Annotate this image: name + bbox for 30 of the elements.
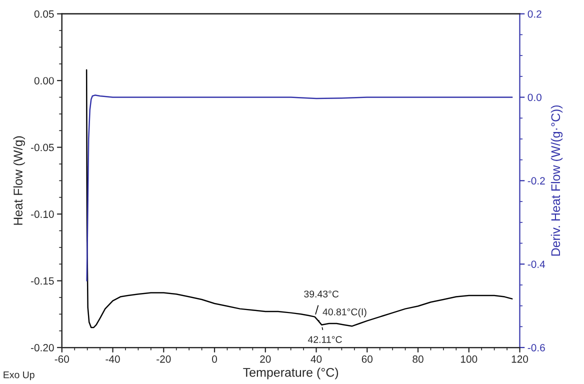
annotation: 39.43°C	[304, 290, 339, 298]
x-tick-label: 60	[362, 355, 373, 363]
y2-tick-label: -0.6	[528, 344, 545, 352]
x-tick-label: -60	[54, 355, 70, 363]
x-tick-label: 120	[512, 355, 528, 363]
y2-axis-title: Deriv. Heat Flow (W/(g·°C))	[550, 105, 563, 256]
x-tick-label: 20	[260, 355, 271, 363]
annotation: 42.11°C	[308, 336, 342, 343]
y2-tick-label: -0.4	[528, 260, 546, 268]
x-tick-label: 0	[212, 355, 218, 363]
annotation: 40.81°C(I)	[322, 308, 366, 318]
y2-tick-label: 0.0	[528, 94, 542, 102]
y-tick-label: 0.05	[34, 10, 54, 18]
y-tick-label: -0.05	[30, 144, 54, 152]
x-tick-label: 80	[412, 355, 424, 363]
y-tick-label: -0.20	[30, 344, 54, 352]
x-axis-title: Temperature (°C)	[243, 368, 338, 380]
line-series	[86, 94, 513, 282]
y-axis-title: Heat Flow (W/g)	[13, 136, 25, 225]
text: Exo Up	[4, 371, 34, 380]
x-tick-label: -40	[106, 355, 120, 363]
x-tick-label: -20	[156, 355, 171, 363]
y-tick-label: -0.10	[30, 210, 54, 218]
y2-tick-label: 0.2	[528, 10, 542, 18]
y-tick-label: 0.00	[34, 77, 54, 84]
y-tick-label: -0.15	[30, 277, 54, 285]
x-tick-label: 100	[460, 355, 478, 363]
line-series	[86, 69, 513, 328]
x-tick-label: 40	[310, 355, 322, 363]
y2-tick-label: -0.2	[528, 177, 545, 185]
